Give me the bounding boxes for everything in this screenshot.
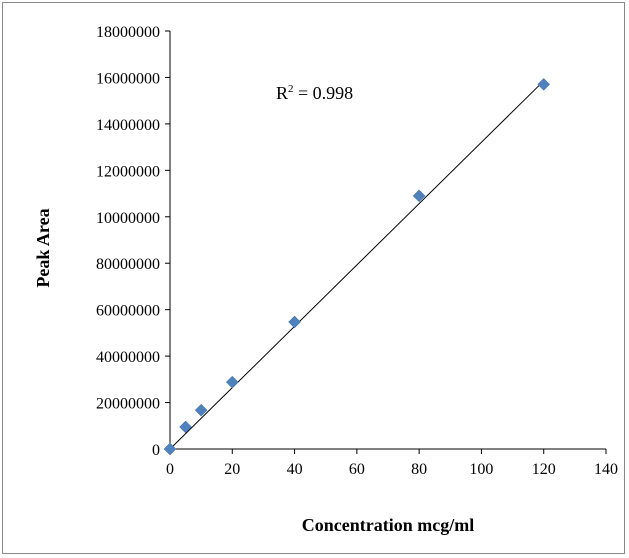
- data-point: [288, 315, 301, 329]
- y-tick-label: 0: [152, 442, 160, 459]
- y-tick-label: 20000000: [96, 396, 160, 413]
- y-tick-label: 14000000: [96, 117, 160, 134]
- data-point: [412, 189, 426, 203]
- r-squared-label: R: [276, 83, 288, 103]
- y-tick-label: 80000000: [96, 256, 160, 273]
- data-point: [225, 375, 239, 389]
- y-tick-label: 12000000: [96, 163, 160, 180]
- x-tick-label: 60: [349, 461, 365, 478]
- y-tick-label: 16000000: [96, 70, 160, 87]
- y-tick-label: 40000000: [96, 349, 160, 366]
- data-point: [163, 442, 177, 456]
- x-tick-label: 140: [594, 461, 618, 478]
- x-tick-label: 100: [469, 461, 493, 478]
- x-tick-label: 20: [224, 461, 240, 478]
- y-tick-label: 10000000: [96, 210, 160, 227]
- y-tick-label: 60000000: [96, 303, 160, 320]
- x-tick-label: 120: [532, 461, 556, 478]
- plot-area: 0 20000000 40000000 60000000 80000000 1000000…: [96, 24, 618, 478]
- x-axis-title: Concentration mcg/ml: [302, 515, 474, 535]
- r-squared-superscript: 2: [288, 83, 294, 95]
- data-point: [194, 403, 208, 417]
- y-tick-label: 18000000: [96, 24, 160, 41]
- x-tick-label: 0: [166, 461, 174, 478]
- y-axis-title: Peak Area: [33, 208, 53, 287]
- x-tick-label: 40: [287, 461, 303, 478]
- r-squared-annotation: R2 = 0.998: [276, 83, 353, 103]
- trendline: [169, 80, 545, 450]
- x-tick-label: 80: [411, 461, 427, 478]
- chart-frame: [2, 2, 625, 554]
- r-squared-value: = 0.998: [294, 83, 354, 103]
- data-point: [537, 78, 551, 91]
- data-point: [179, 420, 192, 434]
